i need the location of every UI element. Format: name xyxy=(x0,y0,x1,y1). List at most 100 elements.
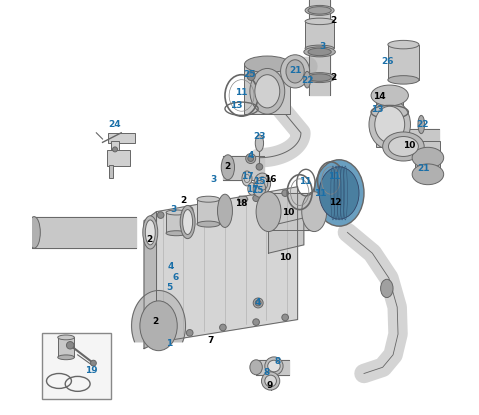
Text: 4: 4 xyxy=(168,262,174,271)
Bar xyxy=(111,141,119,151)
Bar xyxy=(376,123,404,147)
Ellipse shape xyxy=(412,164,444,185)
Bar xyxy=(305,21,334,48)
Ellipse shape xyxy=(247,71,255,81)
Text: 4: 4 xyxy=(255,298,262,308)
Ellipse shape xyxy=(248,183,256,195)
Ellipse shape xyxy=(305,5,334,15)
Bar xyxy=(107,150,129,166)
Text: 14: 14 xyxy=(373,92,385,101)
Ellipse shape xyxy=(254,173,271,194)
Text: 9: 9 xyxy=(266,381,273,390)
Text: 2: 2 xyxy=(330,73,336,82)
Ellipse shape xyxy=(305,45,334,51)
Polygon shape xyxy=(309,0,330,95)
Text: 8: 8 xyxy=(264,368,270,377)
Ellipse shape xyxy=(256,164,263,170)
Ellipse shape xyxy=(304,47,335,57)
Ellipse shape xyxy=(217,194,232,227)
Ellipse shape xyxy=(255,135,263,151)
Text: 17: 17 xyxy=(246,185,258,194)
Ellipse shape xyxy=(197,196,220,202)
Ellipse shape xyxy=(143,216,158,249)
Ellipse shape xyxy=(302,192,327,232)
Ellipse shape xyxy=(262,372,280,390)
Ellipse shape xyxy=(255,300,261,306)
Text: 11: 11 xyxy=(235,88,248,97)
Ellipse shape xyxy=(250,68,285,114)
Ellipse shape xyxy=(253,181,266,197)
Text: 16: 16 xyxy=(264,175,277,184)
Ellipse shape xyxy=(319,167,359,219)
Polygon shape xyxy=(256,360,289,375)
Polygon shape xyxy=(269,193,314,230)
Ellipse shape xyxy=(242,171,252,186)
Text: 11: 11 xyxy=(328,172,341,181)
Ellipse shape xyxy=(182,210,193,234)
Ellipse shape xyxy=(308,74,331,81)
Ellipse shape xyxy=(281,55,309,88)
Ellipse shape xyxy=(244,56,290,73)
Text: 21: 21 xyxy=(418,164,430,173)
Text: 3: 3 xyxy=(211,175,217,184)
Text: 11: 11 xyxy=(299,177,312,186)
Ellipse shape xyxy=(265,357,283,375)
Ellipse shape xyxy=(412,147,444,168)
Text: 15: 15 xyxy=(253,177,266,186)
Text: 15: 15 xyxy=(251,186,263,195)
Ellipse shape xyxy=(314,160,364,226)
Ellipse shape xyxy=(308,7,331,14)
Ellipse shape xyxy=(91,360,96,366)
Bar xyxy=(197,199,220,224)
Text: 13: 13 xyxy=(371,105,383,114)
Ellipse shape xyxy=(253,298,263,308)
Ellipse shape xyxy=(113,147,117,152)
Ellipse shape xyxy=(145,220,155,245)
Text: 18: 18 xyxy=(235,199,248,208)
Text: 10: 10 xyxy=(279,253,291,262)
Ellipse shape xyxy=(253,319,260,325)
Ellipse shape xyxy=(28,217,40,248)
Ellipse shape xyxy=(197,221,220,227)
Ellipse shape xyxy=(180,205,195,239)
Ellipse shape xyxy=(219,324,226,331)
Polygon shape xyxy=(32,217,136,248)
Bar xyxy=(108,133,135,143)
Ellipse shape xyxy=(369,100,411,149)
Ellipse shape xyxy=(253,195,260,202)
Ellipse shape xyxy=(388,137,418,156)
Text: 2: 2 xyxy=(181,196,187,205)
Ellipse shape xyxy=(166,231,187,236)
Ellipse shape xyxy=(58,335,74,340)
Text: 22: 22 xyxy=(301,76,313,85)
Bar xyxy=(58,337,74,357)
Polygon shape xyxy=(404,129,439,154)
Text: 22: 22 xyxy=(416,120,428,129)
Ellipse shape xyxy=(268,360,280,372)
Ellipse shape xyxy=(418,115,424,134)
Text: 3: 3 xyxy=(170,205,176,214)
Ellipse shape xyxy=(67,342,74,349)
Text: 10: 10 xyxy=(403,141,416,150)
Ellipse shape xyxy=(186,330,193,336)
Text: 26: 26 xyxy=(381,57,394,66)
Polygon shape xyxy=(144,212,157,349)
Ellipse shape xyxy=(286,60,304,83)
Ellipse shape xyxy=(388,76,419,84)
Ellipse shape xyxy=(157,212,164,218)
Bar xyxy=(244,64,290,114)
Ellipse shape xyxy=(265,375,276,387)
Ellipse shape xyxy=(58,355,74,360)
Ellipse shape xyxy=(381,279,393,298)
Ellipse shape xyxy=(250,360,262,375)
Text: 24: 24 xyxy=(109,120,121,129)
Bar xyxy=(388,44,419,80)
Ellipse shape xyxy=(219,201,226,208)
Ellipse shape xyxy=(383,132,424,161)
Text: 25: 25 xyxy=(244,70,256,79)
Polygon shape xyxy=(132,290,185,342)
Text: 2: 2 xyxy=(152,317,159,326)
Bar xyxy=(415,141,440,174)
Text: 8: 8 xyxy=(274,357,281,366)
Text: 1: 1 xyxy=(166,339,172,348)
